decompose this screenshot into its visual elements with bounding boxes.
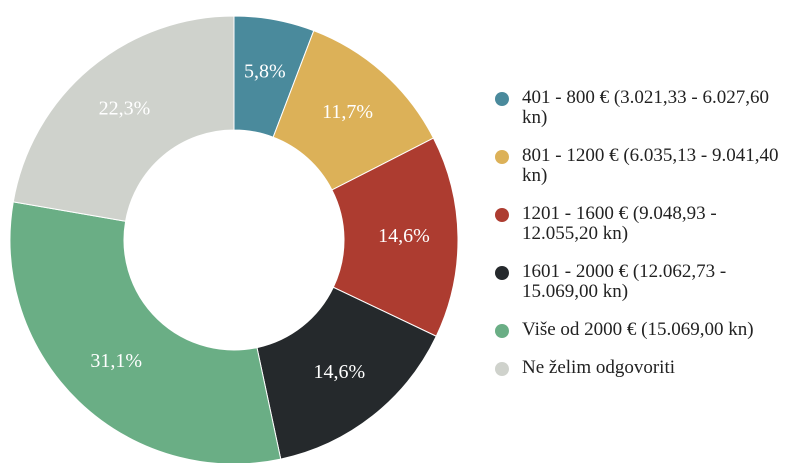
- slice-label: 22,3%: [99, 98, 151, 120]
- legend-label: 401 - 800 € (3.021,33 - 6.027,60 kn): [522, 87, 769, 128]
- legend-label: 801 - 1200 € (6.035,13 - 9.041,40 kn): [522, 145, 779, 186]
- slice: [9, 201, 282, 463]
- slice-label: 11,7%: [322, 101, 373, 123]
- legend-label: 1601 - 2000 € (12.062,73 - 15.069,00 kn): [522, 261, 727, 302]
- legend-swatch: [495, 208, 509, 222]
- slice-label: 14,6%: [378, 225, 430, 247]
- slice: [12, 15, 235, 222]
- legend-swatch: [495, 92, 509, 106]
- legend-swatch: [495, 362, 509, 376]
- legend-item: 1201 - 1600 € (9.048,93 - 12.055,20 kn): [495, 204, 793, 244]
- legend-label: Ne želim odgovoriti: [522, 357, 676, 378]
- legend-label: 1201 - 1600 € (9.048,93 - 12.055,20 kn): [522, 203, 717, 244]
- legend-item: 1601 - 2000 € (12.062,73 - 15.069,00 kn): [495, 262, 793, 302]
- legend-item: 401 - 800 € (3.021,33 - 6.027,60 kn): [495, 88, 793, 128]
- legend-swatch: [495, 266, 509, 280]
- slice-label: 31,1%: [90, 350, 142, 372]
- legend-item: Više od 2000 € (15.069,00 kn): [495, 320, 793, 340]
- legend-swatch: [495, 150, 509, 164]
- donut-chart: 5,8% 11,7% 14,6% 14,6% 31,1% 22,3%: [9, 15, 459, 463]
- legend-item: 801 - 1200 € (6.035,13 - 9.041,40 kn): [495, 146, 793, 186]
- slice: [331, 137, 459, 337]
- legend-swatch: [495, 324, 509, 338]
- slice-label: 5,8%: [244, 60, 286, 82]
- legend-label: Više od 2000 € (15.069,00 kn): [522, 319, 754, 340]
- legend-item: Ne želim odgovoriti: [495, 358, 793, 378]
- legend: 401 - 800 € (3.021,33 - 6.027,60 kn) 801 …: [495, 88, 793, 396]
- slice: [256, 286, 437, 460]
- slice-label: 14,6%: [314, 361, 366, 383]
